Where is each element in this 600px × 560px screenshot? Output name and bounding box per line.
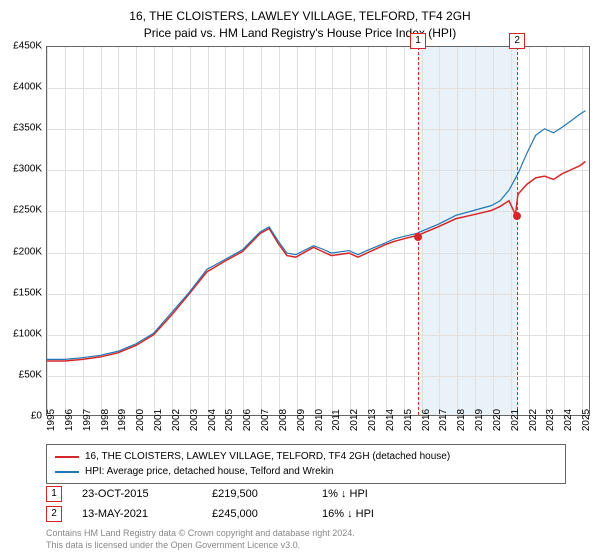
sale-marker: 2 (46, 506, 62, 522)
y-axis-label: £0 (31, 411, 42, 422)
line-series-svg (47, 47, 589, 415)
x-axis-label: 2011 (331, 409, 342, 431)
marker-box: 1 (410, 33, 426, 49)
x-axis-label: 2020 (492, 409, 503, 431)
sale-row: 2 13-MAY-2021 £245,000 16% ↓ HPI (46, 506, 442, 522)
x-axis-label: 2015 (403, 409, 414, 431)
sale-pct: 16% ↓ HPI (322, 508, 442, 520)
series-hpi (47, 111, 585, 360)
x-axis-label: 2023 (545, 409, 556, 431)
x-axis-label: 1999 (117, 409, 128, 431)
legend-swatch (55, 456, 79, 458)
legend-swatch (55, 471, 79, 473)
y-axis-label: £400K (13, 82, 42, 93)
x-axis-label: 2012 (349, 409, 360, 431)
series-property (47, 161, 585, 361)
x-axis-label: 2024 (563, 409, 574, 431)
sale-date: 23-OCT-2015 (82, 488, 192, 500)
legend: 16, THE CLOISTERS, LAWLEY VILLAGE, TELFO… (46, 444, 566, 484)
x-axis-label: 1997 (82, 409, 93, 431)
x-axis-label: 2025 (581, 409, 592, 431)
legend-row: HPI: Average price, detached house, Telf… (55, 464, 557, 479)
x-axis-label: 2022 (528, 409, 539, 431)
x-axis-label: 2004 (207, 409, 218, 431)
x-axis-label: 2007 (260, 409, 271, 431)
y-axis-label: £300K (13, 164, 42, 175)
sales-block: 1 23-OCT-2015 £219,500 1% ↓ HPI 2 13-MAY-2021… (46, 486, 442, 526)
legend-row: 16, THE CLOISTERS, LAWLEY VILLAGE, TELFO… (55, 449, 557, 464)
x-axis-label: 2006 (242, 409, 253, 431)
y-axis-label: £450K (13, 41, 42, 52)
x-axis-label: 2003 (189, 409, 200, 431)
chart-container: 16, THE CLOISTERS, LAWLEY VILLAGE, TELFO… (0, 0, 600, 560)
chart-area: 12 £0£50K£100K£150K£200K£250K£300K£350K£… (46, 46, 590, 416)
sale-date: 13-MAY-2021 (82, 508, 192, 520)
y-axis-label: £50K (19, 369, 42, 380)
x-axis-label: 2005 (224, 409, 235, 431)
footer-line-1: Contains HM Land Registry data © Crown c… (46, 528, 355, 540)
marker-line (418, 47, 419, 415)
sale-marker: 1 (46, 486, 62, 502)
x-axis-label: 1998 (100, 409, 111, 431)
x-axis-label: 2001 (153, 409, 164, 431)
x-axis-label: 2019 (474, 409, 485, 431)
x-axis-label: 1996 (64, 409, 75, 431)
legend-label: 16, THE CLOISTERS, LAWLEY VILLAGE, TELFO… (85, 449, 450, 464)
marker-line (517, 47, 518, 415)
legend-label: HPI: Average price, detached house, Telf… (85, 464, 334, 479)
y-axis-label: £200K (13, 246, 42, 257)
x-axis-label: 2014 (385, 409, 396, 431)
x-axis-label: 2008 (278, 409, 289, 431)
y-axis-label: £350K (13, 123, 42, 134)
y-axis-label: £250K (13, 205, 42, 216)
footer-line-2: This data is licensed under the Open Gov… (46, 540, 355, 552)
sale-price: £245,000 (212, 508, 302, 520)
title-line-1: 16, THE CLOISTERS, LAWLEY VILLAGE, TELFO… (0, 8, 600, 25)
x-axis-label: 2000 (135, 409, 146, 431)
x-axis-label: 2013 (367, 409, 378, 431)
sale-pct: 1% ↓ HPI (322, 488, 442, 500)
x-axis-label: 2002 (171, 409, 182, 431)
x-axis-label: 2021 (510, 409, 521, 431)
x-axis-label: 1995 (46, 409, 57, 431)
y-axis-label: £150K (13, 287, 42, 298)
x-axis-label: 2010 (314, 409, 325, 431)
plot-area: 12 (46, 46, 590, 416)
footer: Contains HM Land Registry data © Crown c… (46, 528, 355, 551)
x-axis-label: 2009 (296, 409, 307, 431)
sale-dot (513, 212, 521, 220)
y-axis-label: £100K (13, 328, 42, 339)
sale-dot (414, 233, 422, 241)
x-axis-label: 2018 (456, 409, 467, 431)
x-axis-label: 2016 (421, 409, 432, 431)
sale-row: 1 23-OCT-2015 £219,500 1% ↓ HPI (46, 486, 442, 502)
marker-box: 2 (509, 33, 525, 49)
x-axis-label: 2017 (438, 409, 449, 431)
sale-price: £219,500 (212, 488, 302, 500)
